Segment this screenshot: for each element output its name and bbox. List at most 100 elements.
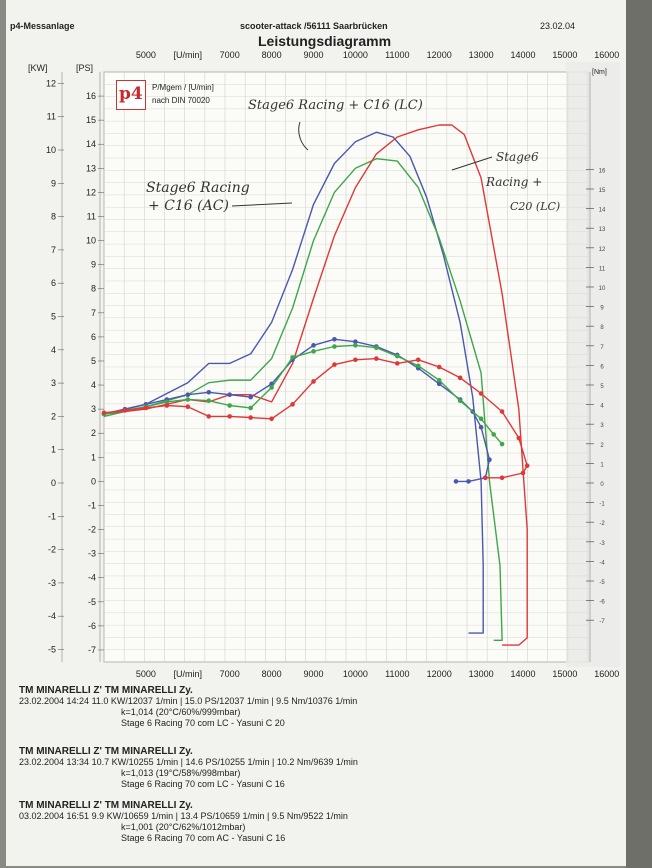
- x-tick-label-top: 15000: [552, 50, 577, 60]
- torque-data-point: [185, 397, 191, 402]
- x-tick-label-bottom: 14000: [510, 669, 535, 679]
- kw-tick-label: 6: [51, 278, 56, 288]
- torque-data-point: [524, 463, 530, 469]
- kw-tick-label: 2: [51, 411, 56, 421]
- record-results: 03.02.2004 16:51 9.9 KW/10659 1/min | 13…: [19, 811, 348, 821]
- p4-logo: p4: [116, 80, 146, 110]
- kw-tick-label: -4: [48, 611, 56, 621]
- record-title: TM MINARELLI Z' TM MINARELLI Zy.: [19, 800, 193, 811]
- x-tick-label-top: 7000: [220, 50, 240, 60]
- right-axis-panel: [566, 62, 620, 667]
- torque-data-point: [290, 402, 295, 407]
- torque-data-point: [499, 475, 505, 481]
- nm-tick-label: 1: [600, 462, 604, 468]
- torque-data-point: [185, 392, 191, 397]
- ps-tick-label: 8: [91, 284, 96, 294]
- annotation-right-line2: Racing +: [486, 175, 543, 189]
- torque-line-3: [103, 338, 491, 483]
- annotation-pointer-ac: [231, 202, 293, 207]
- torque-data-point: [290, 355, 295, 360]
- x-tick-label-bottom: 10000: [343, 669, 368, 679]
- nm-tick-label: 16: [599, 168, 606, 174]
- torque-data-point: [332, 337, 337, 342]
- record-title: TM MINARELLI Z' TM MINARELLI Zy.: [19, 685, 193, 696]
- record-conditions: k=1,001 (20°C/62%/1012mbar): [121, 822, 246, 832]
- torque-data-point: [164, 403, 170, 408]
- record-setup: Stage 6 Racing 70 com LC - Yasuni C 20: [121, 718, 285, 728]
- kw-tick-label: 11: [47, 112, 56, 122]
- ps-tick-label: 1: [91, 452, 96, 462]
- x-tick-label-bottom: 7000: [220, 669, 240, 679]
- ps-tick-label: 11: [87, 211, 96, 221]
- x-tick-label-bottom: 5000: [136, 669, 156, 679]
- kw-tick-label: 8: [51, 212, 56, 222]
- x-tick-label-bottom: 8000: [262, 669, 282, 679]
- annotation-pointer-lc: [298, 121, 309, 151]
- nm-tick-label: 7: [600, 345, 604, 351]
- power-line-0: [103, 131, 484, 634]
- ps-axis-label: [PS]: [76, 63, 93, 73]
- ps-tick-label: -4: [88, 573, 96, 583]
- torque-data-point: [395, 353, 400, 359]
- kw-tick-label: 9: [51, 178, 56, 188]
- kw-tick-label: -3: [48, 578, 56, 588]
- power-line-1: [103, 158, 503, 641]
- torque-data-point: [436, 377, 442, 383]
- nm-tick-label: -4: [599, 560, 605, 566]
- torque-data-point: [466, 479, 471, 484]
- torque-data-point: [415, 363, 421, 369]
- nm-tick-label: 12: [599, 247, 606, 253]
- record-results: 23.02.2004 14:24 11.0 KW/12037 1/min | 1…: [19, 696, 358, 706]
- power-line-2: [103, 124, 528, 646]
- annotation-lc-c16: Stage6 Racing + C16 (LC): [248, 98, 423, 113]
- torque-data-point: [395, 361, 400, 366]
- ps-tick-label: 12: [86, 187, 96, 197]
- x-tick-label-top: 12000: [427, 50, 452, 60]
- test-record-3: TM MINARELLI Z' TM MINARELLI Zy. 03.02.2…: [19, 800, 348, 844]
- ps-tick-label: 9: [91, 260, 96, 270]
- kw-tick-label: 7: [51, 245, 56, 255]
- x-tick-label-bottom: 16000: [594, 669, 619, 679]
- record-conditions: k=1,013 (19°C/58%/998mbar): [121, 768, 241, 778]
- x-tick-label-top: 13000: [469, 50, 494, 60]
- torque-data-point: [248, 405, 253, 411]
- x-tick-label-top: 10000: [343, 50, 368, 60]
- torque-data-point: [248, 415, 253, 420]
- torque-data-point: [374, 345, 379, 351]
- ps-tick-label: 10: [86, 236, 96, 246]
- nm-tick-label: -2: [599, 521, 605, 527]
- kw-tick-label: 0: [51, 478, 56, 488]
- torque-data-point: [482, 475, 488, 481]
- kw-tick-label: -2: [48, 545, 56, 555]
- nm-tick-label: 0: [600, 482, 604, 488]
- nm-tick-label: -6: [599, 600, 605, 606]
- torque-data-point: [487, 457, 492, 463]
- record-title: TM MINARELLI Z' TM MINARELLI Zy.: [19, 746, 193, 757]
- torque-data-point: [353, 339, 358, 345]
- annotation-ac-line2: + C16 (AC): [148, 198, 229, 214]
- record-results: 23.02.2004 13:34 10.7 KW/10255 1/min | 1…: [19, 757, 358, 767]
- record-setup: Stage 6 Racing 70 com LC - Yasuni C 16: [121, 779, 285, 789]
- torque-data-point: [374, 356, 379, 361]
- header-right-date: 23.02.04: [540, 21, 576, 31]
- ps-tick-label: 14: [86, 139, 96, 149]
- test-record-2: TM MINARELLI Z' TM MINARELLI Zy. 23.02.2…: [19, 746, 358, 790]
- nm-tick-label: 3: [600, 423, 604, 429]
- x-tick-label-top: 16000: [594, 50, 619, 60]
- torque-data-point: [164, 399, 170, 405]
- torque-data-point: [353, 343, 358, 348]
- annotation-ac-line1: Stage6 Racing: [146, 180, 250, 196]
- torque-data-point: [227, 414, 232, 419]
- header-left-title: p4-Messanlage: [10, 21, 75, 31]
- nm-tick-label: 10: [599, 286, 606, 292]
- torque-data-point: [436, 364, 442, 370]
- torque-data-point: [206, 414, 212, 419]
- kw-tick-label: -5: [48, 645, 56, 655]
- x-tick-label-top: [U/min]: [174, 50, 203, 60]
- torque-data-point: [185, 404, 191, 410]
- ps-tick-label: 13: [86, 163, 96, 173]
- kw-tick-label: 5: [51, 312, 56, 322]
- nm-axis-label: [Nm]: [592, 69, 607, 76]
- ps-tick-label: -1: [88, 500, 96, 510]
- nm-tick-label: 6: [600, 364, 604, 370]
